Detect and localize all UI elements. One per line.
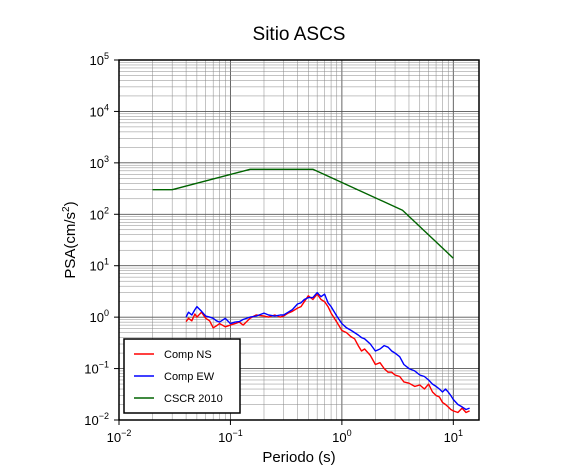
plot-frame (118, 59, 480, 421)
x-tick-label: 100 (332, 428, 351, 445)
series-line-cscr-2010 (152, 168, 454, 259)
y-tick-label: 10−1 (84, 360, 109, 377)
tick-labels: 10−2 10−1 100 101 10−2 10−1 100 101 102 103 104 105 (84, 51, 463, 445)
legend-label-comp-ew: Comp EW (164, 371, 215, 383)
y-tick-label: 101 (90, 257, 109, 274)
x-tick-label: 10−2 (107, 428, 132, 445)
y-tick-label: 102 (90, 205, 109, 222)
chart-title: Sitio ASCS (253, 24, 346, 45)
y-axis-title-end: ) (62, 201, 79, 206)
series-line-comp-ns (185, 293, 470, 414)
y-tick-label: 103 (90, 154, 109, 171)
x-tick-label: 101 (444, 428, 463, 445)
y-tick-label: 100 (90, 308, 109, 325)
legend-label-comp-ns: Comp NS (164, 349, 212, 361)
grid (118, 59, 479, 421)
y-axis-title: PSA(cm/s2) (61, 201, 79, 278)
y-tick-label: 105 (90, 51, 109, 68)
series-group (152, 168, 470, 414)
legend-label-cscr-2010: CSCR 2010 (164, 393, 223, 405)
x-tick-label: 10−1 (218, 428, 243, 445)
y-tick-label: 10−2 (84, 411, 109, 428)
series-line-comp-ew (185, 291, 470, 411)
legend: Comp NS Comp EW CSCR 2010 (123, 338, 241, 414)
y-axis-title-base: PSA(cm/s (62, 212, 79, 279)
y-axis-title-sup: 2 (61, 206, 72, 212)
y-tick-label: 104 (90, 102, 109, 119)
x-axis-title: Periodo (s) (262, 449, 335, 466)
